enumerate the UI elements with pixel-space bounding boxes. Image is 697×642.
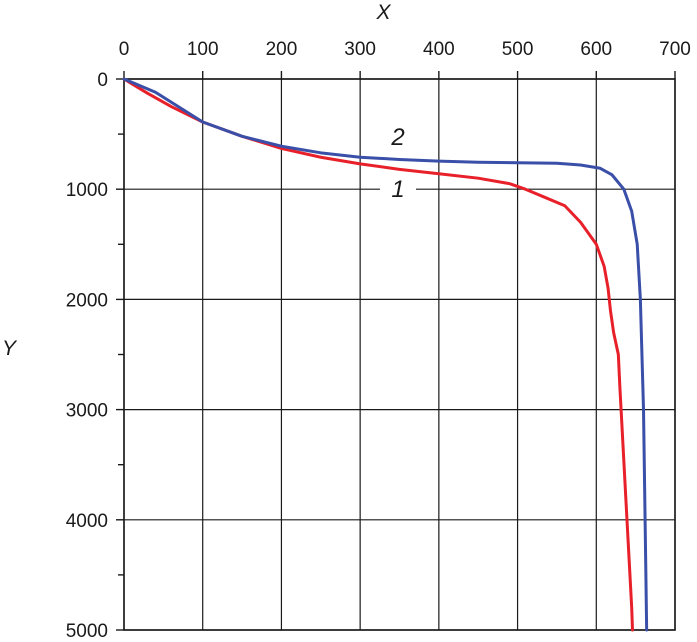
y-tick-label: 2000 <box>66 290 108 311</box>
y-axis-title: Y <box>2 337 18 360</box>
curve-label-bg <box>380 121 416 149</box>
x-tick-label: 600 <box>580 39 612 60</box>
data-series <box>122 77 649 632</box>
y-tick-label: 3000 <box>66 401 108 422</box>
x-tick-label: 700 <box>659 39 691 60</box>
series-line-2 <box>122 77 649 632</box>
x-tick-label: 200 <box>266 39 298 60</box>
x-tick-label: 0 <box>119 39 130 60</box>
curve-label-2: 2 <box>390 124 404 151</box>
grid <box>123 78 676 631</box>
x-axis-title: X <box>375 1 391 24</box>
y-tick-label: 1000 <box>66 180 108 201</box>
x-tick-label: 500 <box>502 39 534 60</box>
y-tick-label: 0 <box>97 70 108 91</box>
plot-frame <box>123 78 676 631</box>
x-tick-label: 100 <box>187 39 219 60</box>
series-line-1 <box>122 77 634 632</box>
curve-label-bg <box>380 173 416 201</box>
x-tick-label: 400 <box>423 39 455 60</box>
y-tick-label: 5000 <box>66 621 108 642</box>
x-tick-label: 300 <box>344 39 376 60</box>
curve-label-1: 1 <box>391 176 404 203</box>
axis-ticks <box>116 71 676 631</box>
y-tick-label: 4000 <box>66 511 108 532</box>
